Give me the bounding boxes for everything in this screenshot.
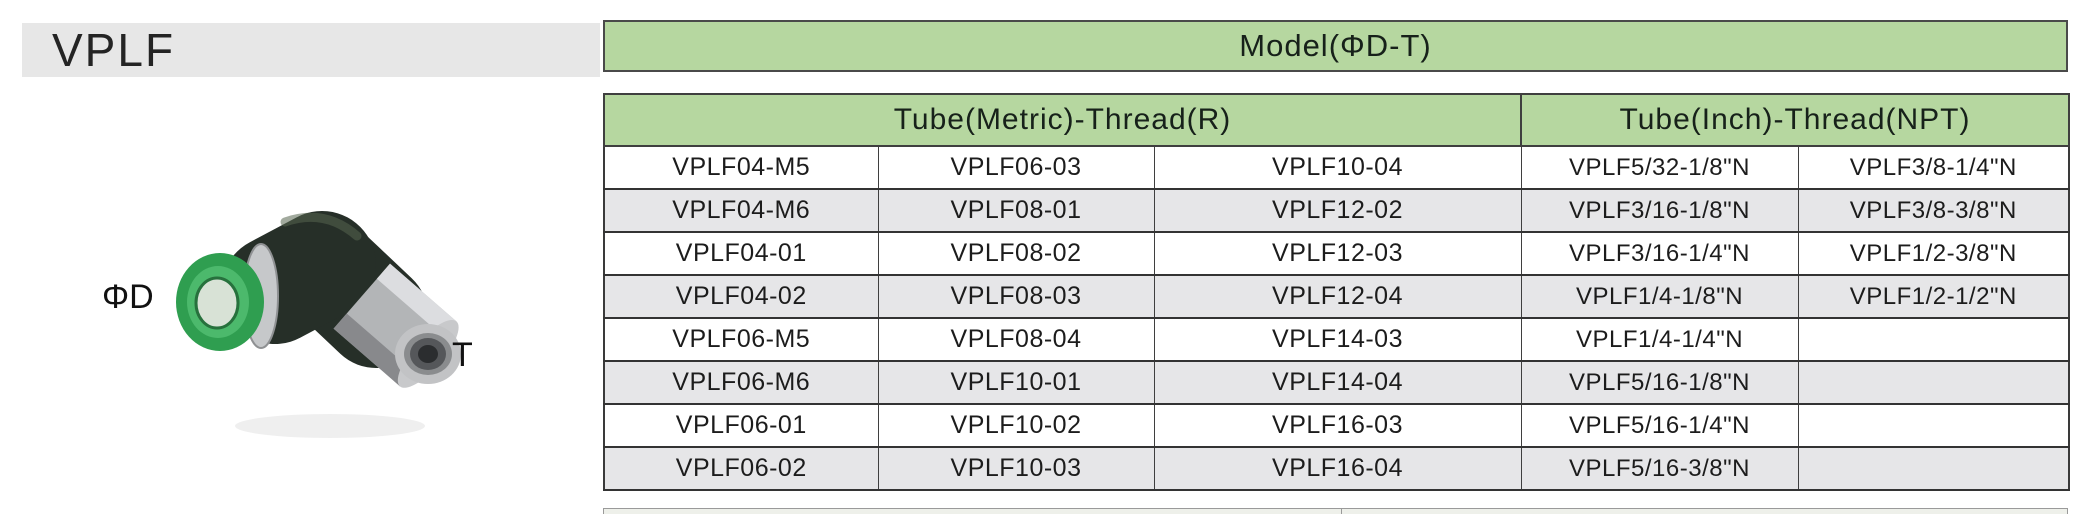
table-row: VPLF06-M5 VPLF08-04 VPLF14-03 VPLF1/4-1/4"N bbox=[603, 317, 2070, 362]
model-cell: VPLF16-03 bbox=[1153, 403, 1522, 448]
table-row: VPLF04-M6 VPLF08-01 VPLF12-02 VPLF3/16-1/8"… bbox=[603, 188, 2070, 233]
model-cell: VPLF04-02 bbox=[603, 274, 879, 319]
model-cell: VPLF06-M6 bbox=[603, 360, 879, 405]
table-row: VPLF06-02 VPLF10-03 VPLF16-04 VPLF5/16-3/8"… bbox=[603, 446, 2070, 491]
table-title: Model(ΦD-T) bbox=[1239, 28, 1432, 63]
next-section-divider bbox=[1341, 509, 1342, 514]
model-cell: VPLF5/32-1/8"N bbox=[1520, 145, 1799, 190]
model-cell: VPLF04-M5 bbox=[603, 145, 879, 190]
series-title-bar: VPLF bbox=[22, 23, 600, 77]
model-cell: VPLF16-04 bbox=[1153, 446, 1522, 491]
model-cell: VPLF06-02 bbox=[603, 446, 879, 491]
collet-ring bbox=[176, 253, 264, 351]
model-cell: VPLF08-03 bbox=[877, 274, 1155, 319]
model-table: Tube(Metric)-Thread(R) Tube(Inch)-Thread… bbox=[603, 93, 2071, 491]
model-cell: VPLF04-M6 bbox=[603, 188, 879, 233]
table-row: VPLF04-02 VPLF08-03 VPLF12-04 VPLF1/4-1/8"N… bbox=[603, 274, 2070, 319]
model-cell: VPLF1/2-1/2"N bbox=[1797, 274, 2070, 319]
model-cell: VPLF06-03 bbox=[877, 145, 1155, 190]
model-cell: VPLF10-03 bbox=[877, 446, 1155, 491]
model-cell: VPLF5/16-3/8"N bbox=[1520, 446, 1799, 491]
model-cell bbox=[1797, 317, 2070, 362]
model-cell: VPLF3/16-1/4"N bbox=[1520, 231, 1799, 276]
model-cell: VPLF06-01 bbox=[603, 403, 879, 448]
model-cell: VPLF08-01 bbox=[877, 188, 1155, 233]
table-row: VPLF06-M6 VPLF10-01 VPLF14-04 VPLF5/16-1/8"… bbox=[603, 360, 2070, 405]
model-cell: VPLF14-03 bbox=[1153, 317, 1522, 362]
model-cell: VPLF3/8-3/8"N bbox=[1797, 188, 2070, 233]
next-section-cutoff bbox=[603, 508, 2068, 514]
table-title-bar: Model(ΦD-T) bbox=[603, 20, 2068, 72]
model-cell: VPLF1/2-3/8"N bbox=[1797, 231, 2070, 276]
table-row: VPLF04-01 VPLF08-02 VPLF12-03 VPLF3/16-1/4"… bbox=[603, 231, 2070, 276]
model-table-body: VPLF04-M5 VPLF06-03 VPLF10-04 VPLF5/32-1/8"… bbox=[603, 145, 2070, 491]
model-cell: VPLF12-02 bbox=[1153, 188, 1522, 233]
model-cell: VPLF10-01 bbox=[877, 360, 1155, 405]
model-cell: VPLF1/4-1/4"N bbox=[1520, 317, 1799, 362]
series-title: VPLF bbox=[52, 24, 176, 76]
model-cell: VPLF3/16-1/8"N bbox=[1520, 188, 1799, 233]
table-row: VPLF04-M5 VPLF06-03 VPLF10-04 VPLF5/32-1/8"… bbox=[603, 145, 2070, 190]
model-cell: VPLF12-03 bbox=[1153, 231, 1522, 276]
model-cell bbox=[1797, 446, 2070, 491]
model-cell bbox=[1797, 403, 2070, 448]
model-cell: VPLF5/16-1/4"N bbox=[1520, 403, 1799, 448]
model-cell: VPLF12-04 bbox=[1153, 274, 1522, 319]
model-cell: VPLF14-04 bbox=[1153, 360, 1522, 405]
tube-diameter-label: ΦD bbox=[102, 278, 154, 316]
model-cell: VPLF06-M5 bbox=[603, 317, 879, 362]
model-cell: VPLF10-02 bbox=[877, 403, 1155, 448]
model-cell: VPLF5/16-1/8"N bbox=[1520, 360, 1799, 405]
model-cell: VPLF04-01 bbox=[603, 231, 879, 276]
elbow-fitting-image bbox=[176, 211, 461, 438]
model-cell: VPLF08-04 bbox=[877, 317, 1155, 362]
model-cell: VPLF1/4-1/8"N bbox=[1520, 274, 1799, 319]
model-cell: VPLF08-02 bbox=[877, 231, 1155, 276]
thread-label: T bbox=[452, 336, 473, 374]
group-header-row: Tube(Metric)-Thread(R) Tube(Inch)-Thread… bbox=[603, 93, 2071, 147]
model-cell: VPLF10-04 bbox=[1153, 145, 1522, 190]
group-header-metric: Tube(Metric)-Thread(R) bbox=[603, 93, 1522, 147]
product-illustration: ΦD T bbox=[60, 130, 510, 460]
table-row: VPLF06-01 VPLF10-02 VPLF16-03 VPLF5/16-1/4"… bbox=[603, 403, 2070, 448]
model-cell: VPLF3/8-1/4"N bbox=[1797, 145, 2070, 190]
group-header-inch: Tube(Inch)-Thread(NPT) bbox=[1519, 93, 2071, 147]
model-cell bbox=[1797, 360, 2070, 405]
